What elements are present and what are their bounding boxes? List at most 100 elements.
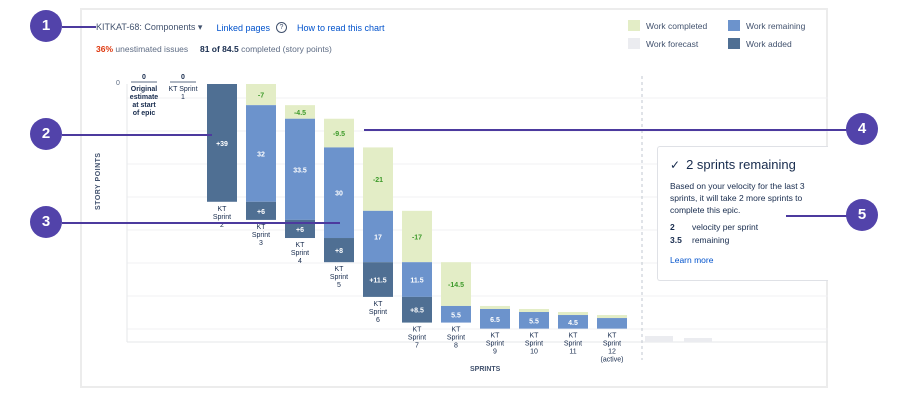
forecast-bar [684,338,712,342]
chevron-down-icon: ▾ [197,22,203,32]
added-value-label: +8 [335,248,343,255]
forecast-card: ✓ 2 sprints remaining Based on your veloc… [657,146,828,281]
remaining-value-label: 11.5 [410,278,423,285]
callout-badge-4: 4 [846,113,878,145]
check-icon: ✓ [670,158,681,172]
callout-badge-2: 2 [30,118,62,150]
added-bar [246,201,276,220]
remaining-value-label: 17 [374,235,382,242]
forecast-metrics: 2 velocity per sprint 3.5 remaining [670,222,828,245]
forecast-title: ✓ 2 sprints remaining [670,157,828,172]
remaining-value-label: 6.5 [490,317,500,324]
velocity-row: 2 velocity per sprint [670,222,828,232]
completed-value-label: -21 [373,177,383,184]
forecast-bar [645,336,673,342]
added-bar [363,262,393,297]
callout-badge-1: 1 [30,10,62,42]
epic-selector-label: KITKAT-68: Components [96,22,196,32]
category-label: KT Sprint 6 [369,301,387,324]
forecast-body: Based on your velocity for the last 3 sp… [670,181,805,215]
remaining-value-label: 5.5 [451,312,461,319]
callout-line-1 [62,26,96,28]
category-label: KT Sprint 10 [525,333,543,356]
category-label: KT Sprint 8 [447,327,465,350]
remaining-bar [363,210,393,263]
callout-badge-3: 3 [30,206,62,238]
category-label: KT Sprint 1 [168,86,197,101]
category-label: Original estimate at start of epic [130,86,159,117]
callout-line-4 [364,129,848,131]
category-label: KT Sprint 7 [408,327,426,350]
category-label: KT Sprint 4 [291,242,309,265]
legend-item-added: Work added [728,38,792,49]
forecast-title-text: 2 sprints remaining [686,157,796,172]
legend-swatch-remaining [728,20,740,31]
added-bar [402,296,432,323]
initial-value-label: 0 [142,74,146,81]
completed-value-label: -17 [412,235,422,242]
help-icon[interactable]: ? [275,22,287,33]
legend-label: Work added [746,38,792,49]
added-value-label: +6 [296,227,304,234]
callout-badge-5: 5 [846,199,878,231]
completed-bar [402,210,432,263]
added-value-label: +39 [216,141,228,148]
remaining-bar [558,315,588,329]
legend-item-forecast: Work forecast [628,38,698,49]
remaining-value-label: 5.5 [529,318,539,325]
remaining-value-label: 32 [257,151,265,158]
completed-bar [519,308,549,313]
legend-label: Work remaining [746,20,806,31]
y-zero-label: 0 [116,80,120,87]
completed-value-label: -14.5 [448,282,464,289]
chart-header: KITKAT-68: Components ▾ Linked pages ? H… [96,22,385,33]
remaining-value: 3.5 [670,235,682,245]
completed-bar [441,262,471,306]
completed-bar [363,147,393,211]
category-label: KT Sprint 3 [252,224,270,247]
remaining-bar [441,305,471,323]
learn-more-link[interactable]: Learn more [670,255,714,265]
completed-bar [246,84,276,106]
linked-pages-link[interactable]: Linked pages [216,22,270,33]
added-value-label: +8.5 [410,308,424,315]
callout-line-5 [786,215,848,217]
legend-swatch-completed [628,20,640,31]
remaining-row: 3.5 remaining [670,235,828,245]
completed-bar [480,305,510,309]
remaining-bar [480,308,510,329]
remaining-bar [597,318,627,329]
remaining-value-label: 30 [335,191,343,198]
added-value-label: +6 [257,209,265,216]
added-bar [324,238,354,263]
category-label: KT Sprint 9 [486,333,504,356]
legend-label: Work completed [646,20,708,31]
completed-value-label: -7 [258,93,264,100]
remaining-value-label: 33.5 [293,167,307,174]
completed-value: 81 of 84.5 [199,44,239,54]
added-bar [207,84,237,202]
callout-line-3 [62,222,340,224]
completed-value-label: -9.5 [333,131,345,138]
velocity-value: 2 [670,222,675,232]
legend-item-remaining: Work remaining [728,20,805,31]
initial-value-label: 0 [181,74,185,81]
completed-bar [597,315,627,319]
remaining-label: remaining [692,235,730,245]
category-label: KT Sprint 2 [213,206,231,229]
unestimated-label: unestimated issues [115,44,189,54]
remaining-value-label: 4.5 [568,320,578,327]
how-to-read-link[interactable]: How to read this chart [296,22,385,33]
category-label: KT Sprint 12 (active) [601,333,624,364]
remaining-bar [519,312,549,329]
velocity-label: velocity per sprint [692,222,759,232]
epic-selector[interactable]: KITKAT-68: Components ▾ [96,22,202,33]
remaining-bar [246,105,276,202]
callout-line-2 [62,134,212,136]
legend-item-completed: Work completed [628,20,707,31]
completed-label: completed (story points) [241,44,332,54]
added-bar [285,219,315,239]
legend-swatch-added [728,38,740,49]
added-value-label: +11.5 [369,278,386,285]
